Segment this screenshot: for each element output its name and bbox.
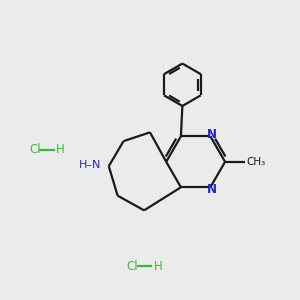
Text: CH₃: CH₃ xyxy=(247,157,266,167)
Text: Cl: Cl xyxy=(29,143,41,157)
Text: N: N xyxy=(207,128,217,141)
Text: H–N: H–N xyxy=(79,160,101,170)
Text: H: H xyxy=(56,143,65,157)
Text: H: H xyxy=(154,260,162,273)
Text: Cl: Cl xyxy=(126,260,138,273)
Text: N: N xyxy=(207,182,217,196)
